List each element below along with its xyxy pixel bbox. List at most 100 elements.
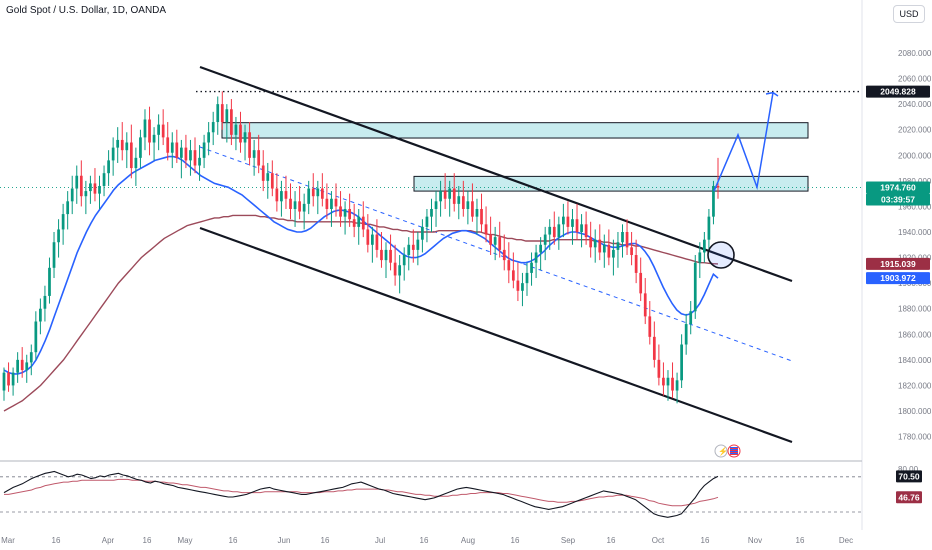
candle-body <box>280 191 283 202</box>
candle-body <box>20 359 24 371</box>
candle-body <box>352 219 356 227</box>
rsi-tick-label: 80.00 <box>898 465 919 474</box>
candle-body <box>129 142 133 169</box>
candle-body <box>134 157 138 169</box>
time-tick-label: 16 <box>229 536 238 545</box>
projection-arrowhead <box>765 91 779 97</box>
candle-body <box>675 380 679 391</box>
candle-body <box>311 188 315 197</box>
price-tick-label: 1800.000 <box>898 407 932 416</box>
candle-body <box>684 324 688 345</box>
price-tick-label: 1980.000 <box>898 177 932 186</box>
candle-body <box>484 224 488 235</box>
candle-body <box>366 229 370 245</box>
time-axis: Mar 16 Apr 16 May 16 Jun 16 Jul 16 Aug 16 Sep 16 Oct 16… <box>1 536 853 545</box>
candle-body <box>29 352 33 363</box>
price-badge <box>866 85 930 98</box>
candle-body <box>70 188 74 202</box>
lightning-icon <box>714 444 728 458</box>
candle-body <box>461 196 465 209</box>
candle-body <box>375 234 379 250</box>
candle-body <box>79 175 83 197</box>
price-badge-label: 1974.760 <box>880 183 916 193</box>
upper-resistance-zone <box>221 122 809 139</box>
projection-path <box>713 92 774 192</box>
candle-body <box>671 377 674 391</box>
price-tick-label: 1860.000 <box>898 330 932 339</box>
candle-body <box>198 157 201 166</box>
candle-body <box>493 237 497 245</box>
candle-body <box>330 198 333 209</box>
time-tick-label: 16 <box>511 536 520 545</box>
candle-body <box>320 188 324 199</box>
candle-body <box>207 132 211 143</box>
time-tick-label: 16 <box>321 536 330 545</box>
candle-body <box>566 216 570 227</box>
currency-button[interactable]: USD <box>893 5 925 23</box>
rsi-badge <box>896 491 922 504</box>
candle-body <box>61 214 65 230</box>
candle-body <box>516 280 520 291</box>
candle-body <box>530 262 533 273</box>
price-tick-label: 1880.000 <box>898 305 932 314</box>
candle-body <box>284 191 288 199</box>
candle-body <box>625 232 629 248</box>
candle-body <box>589 237 593 248</box>
time-tick-label: Apr <box>102 536 115 545</box>
candle-body <box>602 244 606 253</box>
time-tick-label: 16 <box>420 536 429 545</box>
candle-body <box>657 359 661 378</box>
candle-body <box>266 173 270 181</box>
candle-body <box>389 249 392 263</box>
candle-body <box>152 134 156 143</box>
candle-body <box>98 185 101 194</box>
candle-body <box>161 124 165 138</box>
candle-body <box>498 237 502 250</box>
candle-body <box>66 201 70 215</box>
candle-body <box>521 283 524 291</box>
candle-body <box>707 216 711 240</box>
candle-body <box>252 150 256 158</box>
us-flag-glyph <box>730 447 738 455</box>
candle-body <box>702 239 706 253</box>
channel-lower-line <box>199 226 793 444</box>
candle-body <box>434 201 438 209</box>
candle-body <box>425 216 429 227</box>
time-tick-label: 16 <box>143 536 152 545</box>
candle-body <box>239 124 242 143</box>
candle-body <box>2 372 6 391</box>
candle-body <box>170 142 174 153</box>
time-tick-label: May <box>177 536 192 545</box>
candle-body <box>411 244 415 250</box>
candle-body <box>593 239 597 248</box>
candle-body <box>466 201 470 209</box>
candle-body <box>339 206 342 217</box>
time-tick-label: Sep <box>561 536 576 545</box>
candle-body <box>616 242 620 250</box>
time-tick-label: 16 <box>796 536 805 545</box>
candle-body <box>107 160 110 174</box>
candle-body <box>116 139 120 148</box>
time-tick-label: Aug <box>461 536 475 545</box>
candle-body <box>275 188 279 202</box>
candle-body <box>584 224 588 238</box>
candle-body <box>139 137 142 158</box>
candle-body <box>57 229 60 243</box>
time-tick-label: Oct <box>652 536 665 545</box>
lower-resistance-zone <box>413 175 809 192</box>
candle-body <box>148 119 151 143</box>
candle-body <box>166 137 170 153</box>
price-axis: 2080.000 2060.000 2040.000 2020.000 2000.000… <box>898 49 932 474</box>
breakout-circle <box>707 241 735 269</box>
candle-body <box>534 252 538 263</box>
candle-body <box>693 262 697 312</box>
candle-body <box>652 336 656 360</box>
candle-body <box>489 234 492 245</box>
price-tick-label: 1960.000 <box>898 202 932 211</box>
candle-body <box>475 208 479 217</box>
price-tick-label: 1820.000 <box>898 381 932 390</box>
rsi-badge-label: 46.76 <box>898 492 920 502</box>
candle-body <box>421 226 424 240</box>
